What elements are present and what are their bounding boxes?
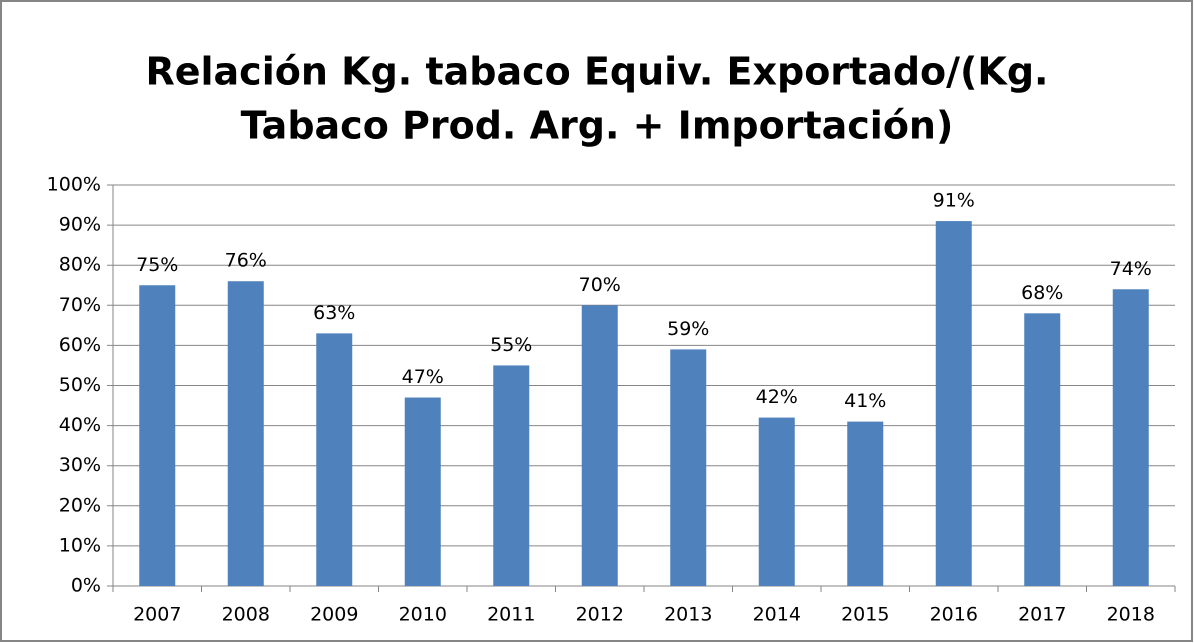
bar — [758, 417, 795, 586]
data-label: 41% — [844, 390, 886, 412]
y-tick-label: 30% — [59, 454, 101, 476]
bar — [1024, 313, 1061, 586]
y-tick-label: 100% — [47, 174, 101, 196]
x-tick-label: 2015 — [841, 604, 889, 626]
chart-title: Relación Kg. tabaco Equiv. Exportado/(Kg… — [145, 50, 1048, 94]
y-tick-label: 70% — [59, 294, 101, 316]
y-tick-label: 60% — [59, 334, 101, 356]
data-label: 59% — [667, 318, 709, 340]
bar — [1112, 289, 1149, 586]
data-label: 74% — [1110, 258, 1152, 280]
x-tick-label: 2014 — [753, 604, 801, 626]
data-label: 63% — [313, 302, 355, 324]
data-label: 47% — [402, 366, 444, 388]
bar — [227, 281, 264, 586]
y-tick-label: 20% — [59, 494, 101, 516]
bar — [316, 333, 353, 586]
y-tick-label: 80% — [59, 254, 101, 276]
x-tick-label: 2011 — [487, 604, 535, 626]
x-tick-label: 2010 — [399, 604, 447, 626]
chart-title: Tabaco Prod. Arg. + Importación) — [241, 104, 954, 148]
x-tick-label: 2009 — [310, 604, 358, 626]
y-tick-label: 0% — [71, 575, 101, 597]
bar — [935, 221, 972, 586]
data-label: 91% — [933, 190, 975, 212]
x-tick-label: 2007 — [133, 604, 181, 626]
bar — [581, 305, 618, 586]
bar — [847, 421, 884, 586]
data-label: 76% — [225, 250, 267, 272]
data-label: 68% — [1021, 282, 1063, 304]
data-label: 75% — [136, 254, 178, 276]
bar — [139, 285, 176, 586]
bar — [404, 397, 441, 586]
data-label: 42% — [756, 386, 798, 408]
y-tick-label: 50% — [59, 374, 101, 396]
data-label: 55% — [490, 334, 532, 356]
x-tick-label: 2012 — [576, 604, 624, 626]
y-tick-label: 10% — [59, 534, 101, 556]
x-tick-label: 2017 — [1018, 604, 1066, 626]
y-tick-label: 90% — [59, 214, 101, 236]
y-tick-label: 40% — [59, 414, 101, 436]
bar — [493, 365, 530, 586]
x-tick-label: 2013 — [664, 604, 712, 626]
x-tick-label: 2018 — [1107, 604, 1155, 626]
x-tick-label: 2016 — [930, 604, 978, 626]
data-label: 70% — [579, 274, 621, 296]
x-tick-label: 2008 — [222, 604, 270, 626]
bar — [670, 349, 707, 586]
